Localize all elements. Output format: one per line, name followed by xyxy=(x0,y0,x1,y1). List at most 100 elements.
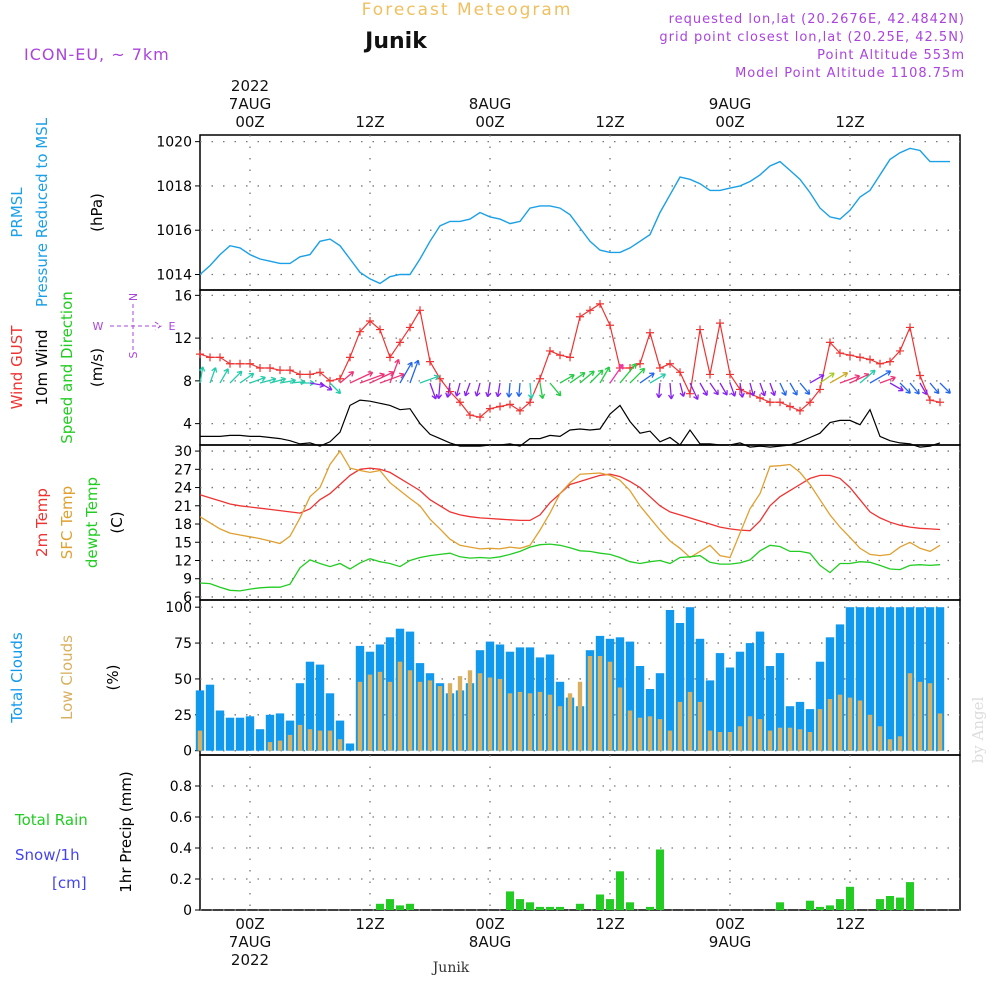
top-time-label: 7AUG xyxy=(229,95,271,113)
low-cloud-bar xyxy=(507,693,513,751)
total-cloud-bar xyxy=(665,610,675,751)
rain-bar xyxy=(896,897,904,910)
low-cloud-bar xyxy=(647,716,653,751)
panel-2: 4 8 12 16 Wind GUST 10m Wind Speed and Directi… xyxy=(8,288,961,448)
rain-bar xyxy=(376,903,384,910)
temp-2m-line xyxy=(199,467,941,532)
total-cloud-bar xyxy=(755,631,765,751)
low-cloud-bar xyxy=(427,680,433,751)
y-tick-label: 18 xyxy=(174,517,192,533)
total-cloud-bar xyxy=(715,653,725,751)
wind-direction-arrow xyxy=(667,382,675,400)
panel-unit: (hPa) xyxy=(88,193,106,232)
wind-direction-arrow xyxy=(549,382,562,397)
low-cloud-bar xyxy=(777,727,783,751)
gust-point xyxy=(656,364,664,373)
gust-point xyxy=(586,306,594,315)
low-cloud-bar xyxy=(367,674,373,751)
compass-n: N xyxy=(127,293,140,301)
total-cloud-bar xyxy=(855,607,865,751)
total-cloud-bar xyxy=(215,710,225,751)
low-cloud-bar xyxy=(567,693,573,751)
total-cloud-bar xyxy=(745,643,755,751)
low-cloud-bar xyxy=(357,681,363,751)
grid-point-coords: grid point closest lon,lat (20.25E, 42.5… xyxy=(659,30,965,45)
y-tick-label: 0.2 xyxy=(170,872,192,888)
rain-bar xyxy=(626,902,634,911)
low-cloud-bar xyxy=(887,739,893,751)
panel-label: dewpt Temp xyxy=(83,477,101,568)
bottom-time-label: 9AUG xyxy=(709,933,751,951)
y-tick-label: 30 xyxy=(174,444,192,460)
y-tick-label: 15 xyxy=(174,535,192,551)
gust-point xyxy=(236,359,244,368)
gust-point xyxy=(706,370,714,379)
low-cloud-bar xyxy=(757,719,763,751)
low-cloud-bar xyxy=(477,673,483,751)
bottom-time-label: 7AUG xyxy=(229,933,271,951)
y-tick-label: 8 xyxy=(183,374,192,390)
total-cloud-bar xyxy=(235,717,245,751)
temp-sfc-line xyxy=(199,449,941,559)
y-tick-label: 0.6 xyxy=(170,810,192,826)
rain-bar xyxy=(506,891,514,910)
wind-direction-arrow xyxy=(589,369,604,384)
wind-direction-arrow xyxy=(779,382,787,396)
wind-direction-arrow xyxy=(738,382,745,398)
bottom-time-label: 00Z xyxy=(475,915,504,933)
low-cloud-bar xyxy=(577,681,583,751)
panel-1: 1014 1016 1018 1020 PRMSL Pressure Reduced to… xyxy=(8,117,961,307)
low-cloud-bar xyxy=(767,730,773,751)
wind-direction-arrow xyxy=(879,375,896,384)
gust-point xyxy=(886,357,894,366)
total-cloud-bar xyxy=(275,713,285,751)
total-cloud-bar xyxy=(245,716,255,751)
gust-point xyxy=(476,413,484,422)
wind-direction-arrow xyxy=(516,382,523,397)
gust-point xyxy=(416,306,424,315)
wind-direction-arrow xyxy=(619,363,637,384)
wind-direction-arrow xyxy=(445,382,452,398)
low-cloud-bar xyxy=(607,661,613,751)
low-cloud-bar xyxy=(457,676,463,751)
rain-bar xyxy=(526,902,534,911)
gust-point xyxy=(856,353,864,362)
low-cloud-bar xyxy=(907,673,913,751)
gust-point xyxy=(366,317,374,325)
total-cloud-bar xyxy=(915,607,925,751)
low-cloud-bar xyxy=(817,709,823,751)
y-tick-label: 0.4 xyxy=(170,841,192,857)
panel-label: Wind GUST xyxy=(8,325,26,410)
wind-direction-arrow xyxy=(527,382,535,400)
gust-point xyxy=(876,359,884,368)
rain-bar xyxy=(906,882,914,910)
total-cloud-bar xyxy=(205,684,215,751)
low-cloud-bar xyxy=(617,687,623,751)
gust-point xyxy=(606,321,614,330)
wind-direction-arrow xyxy=(239,372,255,384)
low-cloud-bar xyxy=(447,683,453,751)
gust-point xyxy=(216,353,224,362)
rain-bar xyxy=(656,849,664,910)
low-cloud-bar xyxy=(937,713,943,751)
wind-line xyxy=(200,399,941,448)
gust-point xyxy=(576,312,584,321)
gust-point xyxy=(296,370,304,379)
wind-direction-arrow xyxy=(463,382,471,397)
total-cloud-bar xyxy=(225,717,235,751)
y-tick-label: 4 xyxy=(183,417,192,433)
low-cloud-bar xyxy=(197,730,203,751)
wind-direction-arrow xyxy=(249,375,266,384)
wind-direction-arrow xyxy=(859,369,876,384)
top-time-label: 00Z xyxy=(235,113,264,131)
panel-label: Low Clouds xyxy=(58,635,76,720)
total-cloud-bar xyxy=(635,666,645,751)
total-cloud-bar xyxy=(625,641,635,751)
wind-direction-arrow xyxy=(799,382,811,396)
gust-point xyxy=(496,402,504,411)
rain-label: Total Rain xyxy=(14,811,88,829)
gust-point xyxy=(246,359,254,368)
y-tick-label: 12 xyxy=(174,331,192,347)
precip-unit: 1hr Precip (mm) xyxy=(117,771,135,892)
low-cloud-bar xyxy=(807,732,813,751)
